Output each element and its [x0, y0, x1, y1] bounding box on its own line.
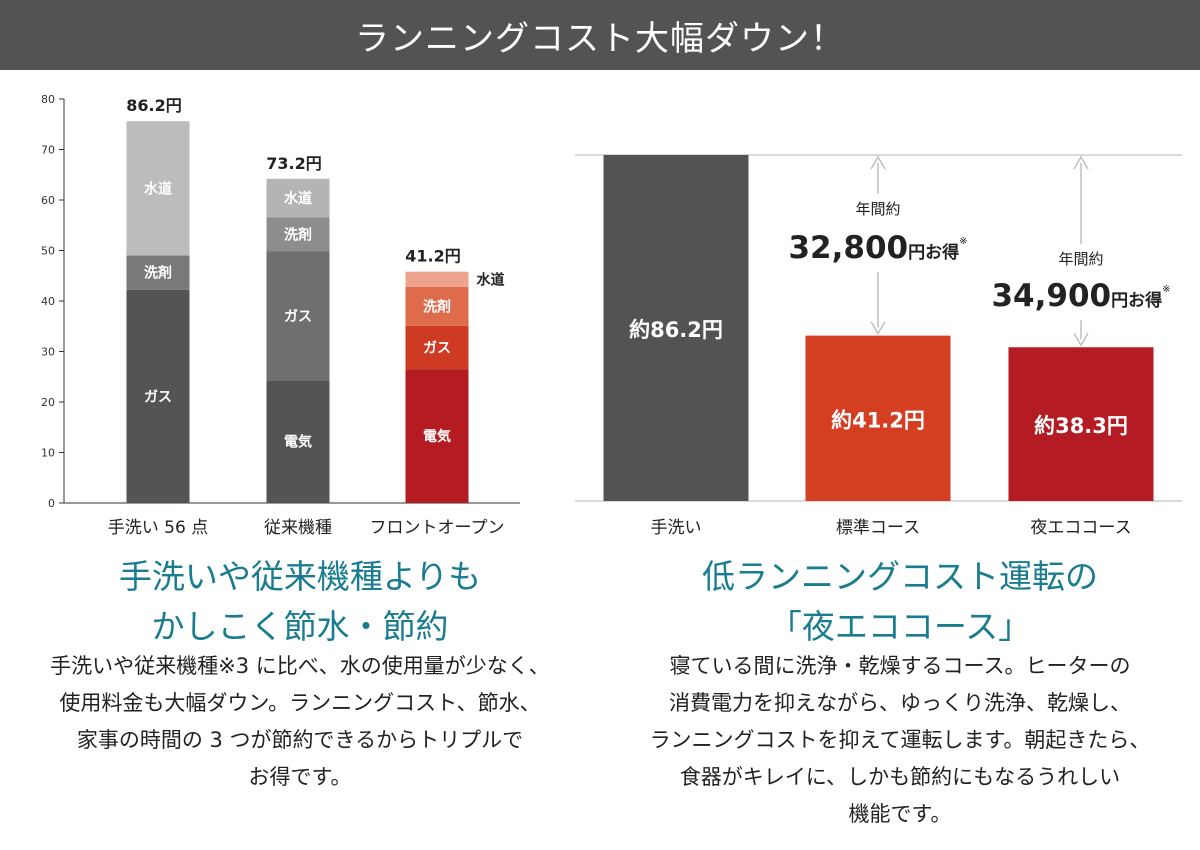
arrow-head-up-icon — [870, 155, 886, 170]
left-heading-line2: かしこく節水・節約 — [151, 607, 449, 646]
annotation-caption: 年間約 — [855, 200, 900, 218]
right-heading-line2: 「夜エココース」 — [768, 607, 1032, 646]
arrow-head-down-icon — [870, 321, 886, 336]
y-tick-label: 0 — [48, 497, 55, 510]
segment-label: ガス — [144, 389, 172, 405]
bar-value-label: 約38.3円 — [1034, 414, 1128, 438]
cost-bar — [805, 335, 951, 501]
stack-segment — [266, 178, 330, 218]
y-tick-label: 30 — [41, 346, 55, 359]
stack-segment — [266, 380, 330, 503]
segment-label: ガス — [423, 340, 451, 356]
right-heading: 低ランニングコスト運転の 「夜エココース」 — [600, 552, 1200, 652]
segment-label: 水道 — [144, 180, 172, 197]
annotation-caption: 年間約 — [1058, 250, 1103, 268]
segment-label: 電気 — [284, 434, 312, 451]
total-label: 73.2円 — [266, 154, 321, 173]
stack-segment — [126, 255, 190, 290]
right-body-line4: 食器がキレイに、しかも節約にもなるうれしい — [679, 765, 1121, 789]
stack-segment — [126, 121, 190, 256]
left-heading-line1: 手洗いや従来機種よりも — [118, 557, 482, 596]
cost-bar — [1008, 347, 1154, 501]
bar-value-label: 約86.2円 — [629, 318, 723, 342]
y-tick-label: 70 — [41, 144, 55, 157]
stack-segment — [405, 271, 469, 287]
y-tick-label: 40 — [41, 295, 55, 308]
total-label: 41.2円 — [405, 247, 460, 266]
right-body: 寝ている間に洗浄・乾燥するコース。ヒーターの 消費電力を抑えながら、ゆっくり洗浄… — [600, 648, 1200, 833]
annotation-backdrop — [773, 194, 983, 272]
segment-label: ガス — [284, 309, 312, 325]
banner-title: ランニングコスト大幅ダウン！ — [0, 0, 1200, 70]
arrow-head-up-icon — [1073, 155, 1089, 170]
bar-value-label: 約41.2円 — [831, 408, 925, 432]
x-tick-label: 夜エココース — [1030, 518, 1131, 538]
stack-segment — [405, 369, 469, 503]
y-tick-label: 50 — [41, 245, 55, 258]
left-body-line3: 家事の時間の 3 つが節約できるからトリプルで — [76, 728, 524, 752]
right-body-line2: 消費電力を抑えながら、ゆっくり洗浄、乾燥し、 — [669, 691, 1131, 715]
left-body-line4: お得です。 — [248, 765, 352, 789]
stack-segment — [266, 217, 330, 252]
left-heading: 手洗いや従来機種よりも かしこく節水・節約 — [0, 552, 600, 652]
y-tick-label: 60 — [41, 194, 55, 207]
right-body-line3: ランニングコストを抑えて運転します。朝起きたら、 — [649, 728, 1151, 752]
segment-label: 電気 — [423, 428, 451, 445]
segment-label: 水道 — [477, 271, 505, 288]
segment-label: 洗剤 — [423, 298, 451, 315]
cost-bar — [603, 155, 749, 501]
annotation-amount: 34,900円お得※ — [991, 278, 1170, 314]
stack-segment — [126, 289, 190, 503]
right-heading-line1: 低ランニングコスト運転の — [702, 557, 1098, 596]
x-tick-label: 従来機種 — [264, 518, 332, 538]
x-tick-label: フロントオープン — [370, 518, 505, 538]
left-body: 手洗いや従来機種※3 に比べ、水の使用量が少なく、 使用料金も大幅ダウン。ランニ… — [0, 648, 600, 796]
x-tick-label: 手洗い 56 点 — [108, 518, 208, 538]
annotation-amount: 32,800円お得※ — [788, 230, 967, 266]
stack-segment — [405, 286, 469, 326]
segment-label: 洗剤 — [144, 265, 172, 282]
arrow-head-down-icon — [1073, 332, 1089, 347]
y-tick-label: 10 — [41, 447, 55, 460]
left-body-line2: 使用料金も大幅ダウン。ランニングコスト、節水、 — [59, 691, 541, 715]
stack-segment — [266, 251, 330, 381]
y-tick-label: 20 — [41, 396, 55, 409]
annotation-backdrop — [976, 244, 1186, 320]
right-body-line5: 機能です。 — [848, 802, 952, 826]
stack-segment — [405, 325, 469, 370]
y-tick-label: 80 — [41, 93, 55, 106]
x-tick-label: 手洗い — [651, 518, 702, 538]
left-body-line1: 手洗いや従来機種※3 に比べ、水の使用量が少なく、 — [50, 654, 550, 678]
segment-label: 洗剤 — [284, 226, 312, 243]
x-tick-label: 標準コース — [836, 518, 920, 538]
total-label: 86.2円 — [126, 96, 181, 115]
right-body-line1: 寝ている間に洗浄・乾燥するコース。ヒーターの — [669, 654, 1131, 678]
segment-label: 水道 — [284, 190, 312, 207]
